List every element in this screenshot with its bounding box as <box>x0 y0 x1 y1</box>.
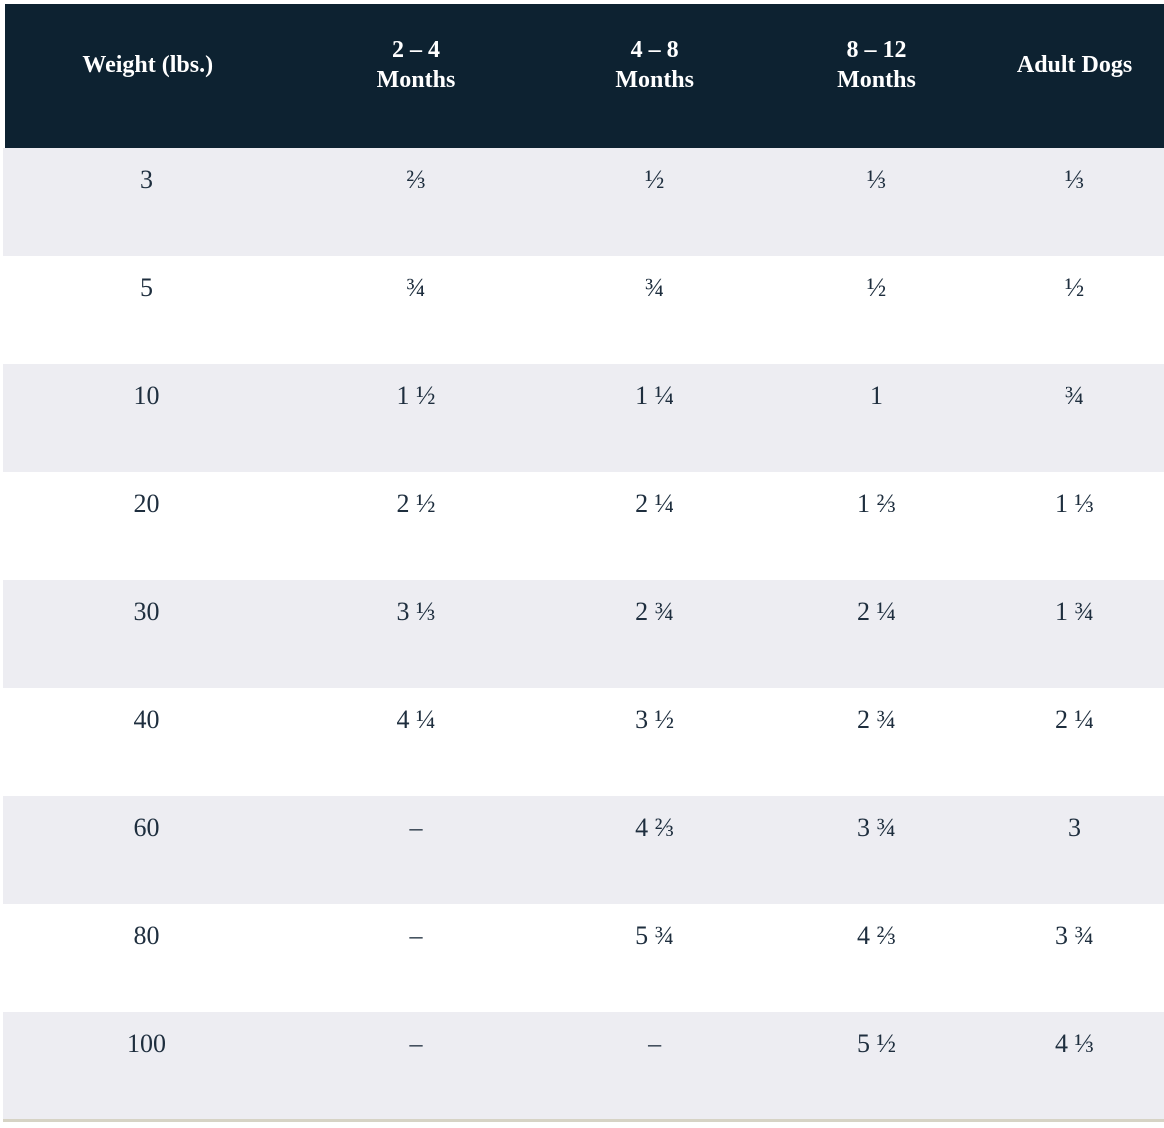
cell-4-8-months: ¾ <box>541 256 768 364</box>
header-label: 4 – 8 <box>630 37 679 63</box>
cell-4-8-months: ½ <box>541 148 768 256</box>
cell-4-8-months: 1 ¼ <box>541 364 768 472</box>
cell-2-4-months: 3 ⅓ <box>290 580 542 688</box>
cell-8-12-months: 4 ⅔ <box>767 904 986 1012</box>
cell-weight: 40 <box>2 688 291 796</box>
cell-4-8-months: 5 ¾ <box>541 904 768 1012</box>
table-row: 80 – 5 ¾ 4 ⅔ 3 ¾ <box>2 904 1164 1012</box>
cell-8-12-months: 1 <box>767 364 986 472</box>
cell-weight: 80 <box>2 904 291 1012</box>
header-label: Adult Dogs <box>1016 52 1133 78</box>
cell-adult-dogs: ⅓ <box>985 148 1164 256</box>
cell-8-12-months: ⅓ <box>767 148 986 256</box>
table-body: 3 ⅔ ½ ⅓ ⅓ 5 ¾ ¾ ½ ½ 10 1 ½ 1 ¼ 1 ¾ 20 <box>2 148 1164 1120</box>
table-row: 30 3 ⅓ 2 ¾ 2 ¼ 1 ¾ <box>2 580 1164 688</box>
cell-2-4-months: 4 ¼ <box>290 688 542 796</box>
cell-weight: 100 <box>2 1012 291 1120</box>
feeding-table: Weight (lbs.) 2 – 4 Months 4 – 8 Months … <box>0 4 1164 1122</box>
table-row: 100 – – 5 ½ 4 ⅓ <box>2 1012 1164 1120</box>
cell-weight: 60 <box>2 796 291 904</box>
header-label-line2: Months <box>837 67 916 93</box>
table-row: 20 2 ½ 2 ¼ 1 ⅔ 1 ⅓ <box>2 472 1164 580</box>
cell-2-4-months: 1 ½ <box>290 364 542 472</box>
cell-weight: 30 <box>2 580 291 688</box>
header-label-line2: Months <box>615 67 694 93</box>
cell-adult-dogs: 1 ¾ <box>985 580 1164 688</box>
header-row: Weight (lbs.) 2 – 4 Months 4 – 8 Months … <box>0 4 1164 148</box>
cell-2-4-months: – <box>290 1012 542 1120</box>
header-cell-2-4-months: 2 – 4 Months <box>290 4 542 148</box>
cell-weight: 10 <box>2 364 291 472</box>
cell-adult-dogs: ¾ <box>985 364 1164 472</box>
cell-2-4-months: ⅔ <box>290 148 542 256</box>
header-label: Weight (lbs.) <box>82 52 214 78</box>
cell-8-12-months: 3 ¾ <box>767 796 986 904</box>
header-label: 2 – 4 <box>391 37 440 63</box>
cell-8-12-months: ½ <box>767 256 986 364</box>
table-row: 5 ¾ ¾ ½ ½ <box>2 256 1164 364</box>
table-row: 10 1 ½ 1 ¼ 1 ¾ <box>2 364 1164 472</box>
header-cell-weight: Weight (lbs.) <box>0 4 291 148</box>
cell-2-4-months: 2 ½ <box>290 472 542 580</box>
cell-2-4-months: – <box>290 796 542 904</box>
cell-adult-dogs: 2 ¼ <box>985 688 1164 796</box>
cell-adult-dogs: 3 ¾ <box>985 904 1164 1012</box>
cell-2-4-months: – <box>290 904 542 1012</box>
cell-8-12-months: 5 ½ <box>767 1012 986 1120</box>
cell-weight: 20 <box>2 472 291 580</box>
table-row: 40 4 ¼ 3 ½ 2 ¾ 2 ¼ <box>2 688 1164 796</box>
header-cell-8-12-months: 8 – 12 Months <box>767 4 986 148</box>
header-label-line2: Months <box>376 67 456 93</box>
table-header: Weight (lbs.) 2 – 4 Months 4 – 8 Months … <box>0 4 1164 148</box>
cell-8-12-months: 2 ¾ <box>767 688 986 796</box>
table-row: 60 – 4 ⅔ 3 ¾ 3 <box>2 796 1164 904</box>
cell-4-8-months: 2 ¾ <box>541 580 768 688</box>
cell-adult-dogs: 4 ⅓ <box>985 1012 1164 1120</box>
cell-adult-dogs: ½ <box>985 256 1164 364</box>
table-row: 3 ⅔ ½ ⅓ ⅓ <box>2 148 1164 256</box>
cell-2-4-months: ¾ <box>290 256 542 364</box>
cell-8-12-months: 1 ⅔ <box>767 472 986 580</box>
cell-adult-dogs: 3 <box>985 796 1164 904</box>
cell-4-8-months: 2 ¼ <box>541 472 768 580</box>
cell-4-8-months: 4 ⅔ <box>541 796 768 904</box>
cell-weight: 3 <box>2 148 291 256</box>
header-cell-4-8-months: 4 – 8 Months <box>541 4 768 148</box>
cell-4-8-months: 3 ½ <box>541 688 768 796</box>
cell-weight: 5 <box>2 256 291 364</box>
cell-4-8-months: – <box>541 1012 768 1120</box>
cell-8-12-months: 2 ¼ <box>767 580 986 688</box>
cell-adult-dogs: 1 ⅓ <box>985 472 1164 580</box>
header-cell-adult-dogs: Adult Dogs <box>985 4 1164 148</box>
header-label: 8 – 12 <box>846 37 907 63</box>
